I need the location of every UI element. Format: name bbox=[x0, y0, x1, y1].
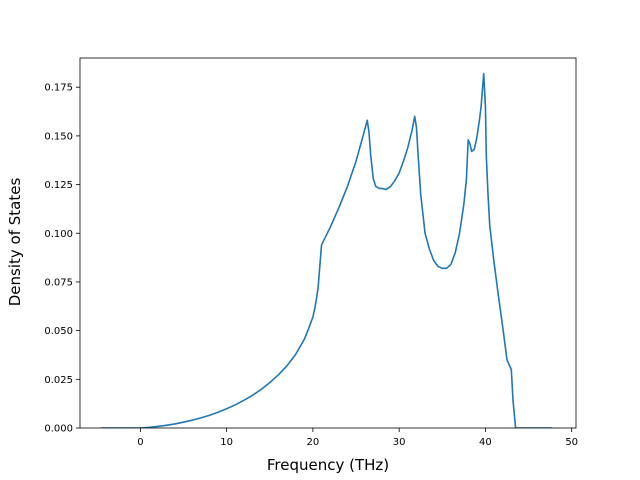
y-tick-label: 0.125 bbox=[44, 180, 73, 191]
x-tick-label: 20 bbox=[307, 437, 320, 448]
x-tick-label: 50 bbox=[565, 437, 578, 448]
y-tick-label: 0.000 bbox=[44, 424, 73, 435]
y-tick-label: 0.050 bbox=[44, 326, 73, 337]
x-tick-label: 30 bbox=[393, 437, 406, 448]
y-tick-label: 0.075 bbox=[44, 277, 73, 288]
y-tick-label: 0.175 bbox=[44, 83, 73, 94]
x-tick-label: 0 bbox=[137, 437, 143, 448]
plot-frame bbox=[79, 57, 577, 429]
x-tick-label: 10 bbox=[220, 437, 233, 448]
y-tick-label: 0.025 bbox=[44, 375, 73, 386]
y-axis-label: Density of States bbox=[6, 178, 24, 307]
plot-area bbox=[100, 72, 553, 428]
y-tick-label: 0.150 bbox=[44, 131, 73, 142]
dos-series-line bbox=[100, 72, 553, 428]
x-axis-label: Frequency (THz) bbox=[267, 456, 389, 474]
x-tick-label: 40 bbox=[479, 437, 492, 448]
axes: 0 10 20 30 40 50 0.000 0.025 0.050 0.075 0.100 0.12… bbox=[44, 57, 578, 448]
y-tick-label: 0.100 bbox=[44, 229, 73, 240]
